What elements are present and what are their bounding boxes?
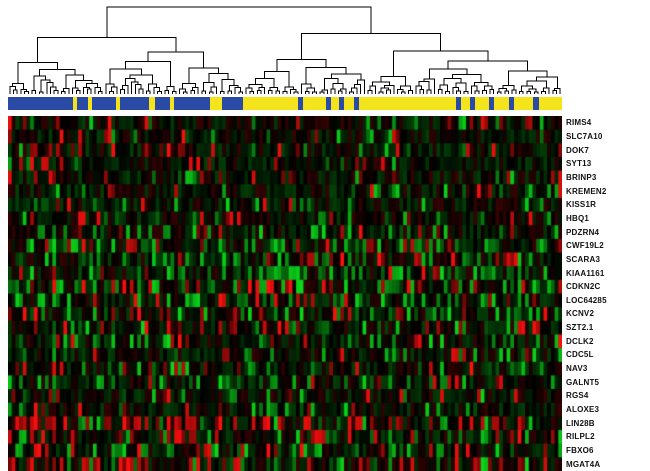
row-label-HBQ1: HBQ1 <box>566 213 590 223</box>
class-segment-blue <box>92 97 116 110</box>
class-segment-yellow <box>73 97 78 110</box>
row-label-DCLK2: DCLK2 <box>566 336 594 346</box>
row-label-SCARA3: SCARA3 <box>566 254 601 264</box>
class-segment-yellow <box>116 97 120 110</box>
row-label-SYT13: SYT13 <box>566 159 592 169</box>
row-label-CDC5L: CDC5L <box>566 350 594 360</box>
row-label-MGAT4A: MGAT4A <box>566 459 601 469</box>
class-segment-blue <box>154 97 170 110</box>
class-strip <box>8 97 562 110</box>
class-segment-yellow <box>514 97 534 110</box>
class-segment-yellow <box>475 97 489 110</box>
row-label-FBXO6: FBXO6 <box>566 446 594 456</box>
row-label-NAV3: NAV3 <box>566 364 588 374</box>
heatmap-canvas <box>8 116 562 471</box>
class-segment-blue <box>533 97 539 110</box>
class-segment-blue <box>354 97 360 110</box>
class-segment-blue <box>298 97 304 110</box>
class-segment-yellow <box>359 97 457 110</box>
row-label-RILPL2: RILPL2 <box>566 432 595 442</box>
row-label-RGS4: RGS4 <box>566 391 589 401</box>
class-segment-blue <box>326 97 332 110</box>
class-segment-blue <box>509 97 515 110</box>
class-segment-yellow <box>493 97 510 110</box>
row-label-SLC7A10: SLC7A10 <box>566 131 603 141</box>
row-label-PDZRN4: PDZRN4 <box>566 227 600 237</box>
class-segment-yellow <box>461 97 470 110</box>
class-segment-blue <box>77 97 89 110</box>
row-label-KCNV2: KCNV2 <box>566 309 595 319</box>
class-segment-yellow <box>331 97 340 110</box>
class-segment-yellow <box>538 97 562 110</box>
class-segment-blue <box>173 97 210 110</box>
class-segment-yellow <box>88 97 93 110</box>
class-segment-yellow <box>344 97 355 110</box>
row-label-ALOXE3: ALOXE3 <box>566 405 600 415</box>
row-label-KISS1R: KISS1R <box>566 200 597 210</box>
class-segment-blue <box>456 97 462 110</box>
row-label-CWF19L2: CWF19L2 <box>566 241 604 251</box>
class-segment-blue <box>469 97 476 110</box>
row-label-KIAA1161: KIAA1161 <box>566 268 605 278</box>
class-segment-yellow <box>209 97 222 110</box>
row-label-GALNT5: GALNT5 <box>566 377 600 387</box>
dendrogram-tree-lines <box>9 6 561 94</box>
class-segment-blue <box>8 97 74 110</box>
class-segment-yellow <box>148 97 155 110</box>
row-label-KREMEN2: KREMEN2 <box>566 186 607 196</box>
class-segment-yellow <box>242 97 299 110</box>
row-label-SZT2.1: SZT2.1 <box>566 323 594 333</box>
class-segment-blue <box>119 97 149 110</box>
class-segment-blue <box>488 97 494 110</box>
class-segment-yellow <box>303 97 327 110</box>
row-label-DOK7: DOK7 <box>566 145 590 155</box>
class-segment-yellow <box>169 97 174 110</box>
row-label-LOC64285: LOC64285 <box>566 295 607 305</box>
row-label-RIMS4: RIMS4 <box>566 118 592 128</box>
dendrogram <box>9 6 561 94</box>
class-segment-blue <box>221 97 243 110</box>
row-label-BRINP3: BRINP3 <box>566 172 597 182</box>
class-segment-blue <box>339 97 345 110</box>
row-labels: RIMS4 SLC7A10 DOK7 SYT13 BRINP3 KREMEN2 KISS1R… <box>566 116 650 471</box>
row-label-LIN28B: LIN28B <box>566 418 595 428</box>
row-label-CDKN2C: CDKN2C <box>566 282 601 292</box>
